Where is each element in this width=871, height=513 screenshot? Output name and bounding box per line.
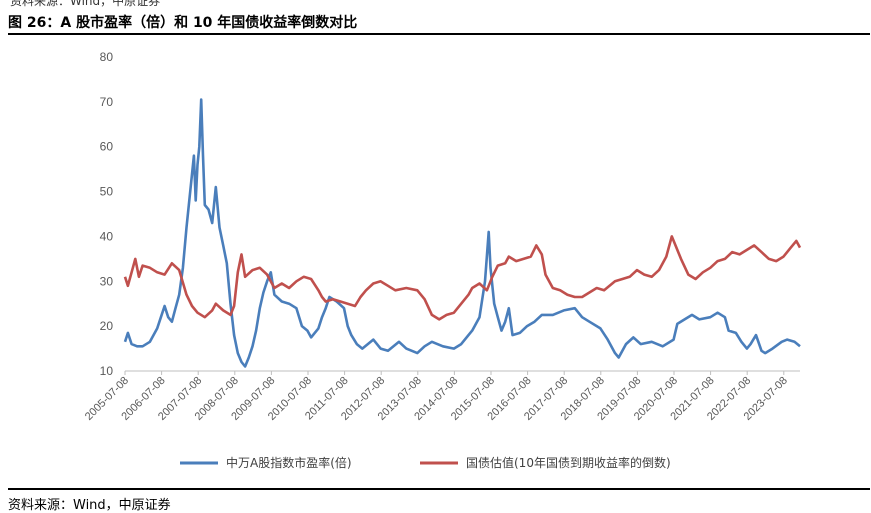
series-layer [123,98,802,368]
y-tick-label: 10 [100,364,114,378]
line-chart: 10 20 30 40 50 60 70 80 2005-07-082006-07-08200… [83,50,802,470]
previous-source-note: 资料来源：Wind，中原证券 [10,0,161,8]
y-tick-label: 30 [100,274,114,288]
y-tick-label: 60 [100,140,114,154]
y-tick-label: 50 [100,185,114,199]
y-tick-label: 80 [100,50,114,64]
title-divider [8,33,870,35]
x-axis: 2005-07-082006-07-082007-07-082008-07-08… [83,370,800,423]
legend-label: 国债估值(10年国债到期收益率的倒数) [466,455,671,470]
y-axis: 10 20 30 40 50 60 70 80 [100,50,114,378]
figure-title: 图 26：A 股市盈率（倍）和 10 年国债收益率倒数对比 [8,15,358,31]
y-tick-label: 20 [100,319,114,333]
series-line-bond-valuation [123,235,802,321]
y-tick-label: 70 [100,95,114,109]
legend: 中万A股指数市盈率(倍) 国债估值(10年国债到期收益率的倒数) [180,455,671,470]
legend-label: 中万A股指数市盈率(倍) [226,455,352,470]
series-line-pe-ratio [123,98,801,368]
footer-divider [8,488,870,490]
source-note: 资料来源：Wind，中原证券 [8,498,171,513]
y-tick-label: 40 [100,229,114,243]
